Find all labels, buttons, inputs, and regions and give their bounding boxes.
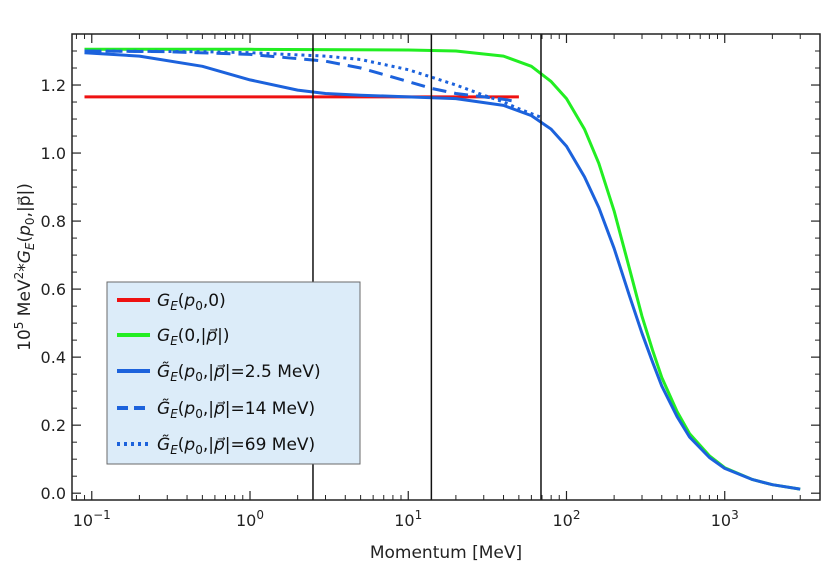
plot-frame bbox=[71, 33, 821, 501]
y-tick-label-2: 0.4 bbox=[41, 348, 66, 367]
legend: GE(p0,0) GE(0,|p⃗|) G̃E(p0,|p⃗|=2.5 MeV)… bbox=[106, 281, 361, 465]
y-label-g-sub: E bbox=[23, 242, 37, 250]
axis-ticks bbox=[72, 34, 821, 500]
x-tick-label-1: 100 bbox=[236, 508, 264, 530]
x-tick-label-3: 102 bbox=[552, 508, 580, 530]
x-axis-label: Momentum [MeV] bbox=[370, 543, 522, 563]
legend-label-1: GE(p0,0) bbox=[157, 291, 226, 313]
legend-label-5: G̃E(p0,|p⃗|=69 MeV) bbox=[157, 434, 315, 457]
x-tick-label-4: 103 bbox=[711, 508, 739, 530]
legend-label-2: GE(0,|p⃗|) bbox=[157, 326, 230, 348]
y-label-g: G bbox=[15, 250, 35, 263]
y-tick-label-5: 1.0 bbox=[41, 144, 66, 163]
x-tick-label-0: 10−1 bbox=[73, 508, 111, 530]
y-tick-label-3: 0.6 bbox=[41, 280, 66, 299]
y-tick-label-1: 0.2 bbox=[41, 416, 66, 435]
y-label-args-rest: ,|p⃗|) bbox=[15, 183, 35, 217]
legend-label-3: G̃E(p0,|p⃗|=2.5 MeV) bbox=[157, 361, 321, 384]
y-tick-label-0: 0.0 bbox=[41, 484, 66, 503]
y-label-unit: MeV bbox=[15, 279, 35, 322]
y-tick-label-6: 1.2 bbox=[41, 76, 66, 95]
y-axis-label: 105 MeV2*GE(p0,|p⃗|) bbox=[12, 183, 37, 351]
legend-box bbox=[106, 281, 361, 465]
y-label-exp: 5 bbox=[12, 322, 26, 330]
y-label-args-open: ( bbox=[15, 236, 35, 243]
series-line-4 bbox=[84, 49, 520, 104]
series-line-5 bbox=[84, 49, 542, 119]
x-tick-label-2: 101 bbox=[394, 508, 422, 530]
y-label-unit-exp: 2 bbox=[12, 272, 26, 280]
series-line-3 bbox=[84, 51, 801, 491]
tick-labels: 0.0 0.2 0.4 0.6 0.8 1.0 1.2 10−1 100 101 102 103 bbox=[41, 76, 739, 530]
y-tick-label-4: 0.8 bbox=[41, 212, 66, 231]
series-layer bbox=[84, 47, 801, 491]
y-label-p: p bbox=[15, 225, 35, 237]
y-label-p-sub: 0 bbox=[23, 217, 37, 225]
legend-label-4: G̃E(p0,|p⃗|=14 MeV) bbox=[157, 398, 315, 421]
y-label-times: * bbox=[15, 263, 35, 272]
y-label-base: 10 bbox=[15, 329, 35, 351]
